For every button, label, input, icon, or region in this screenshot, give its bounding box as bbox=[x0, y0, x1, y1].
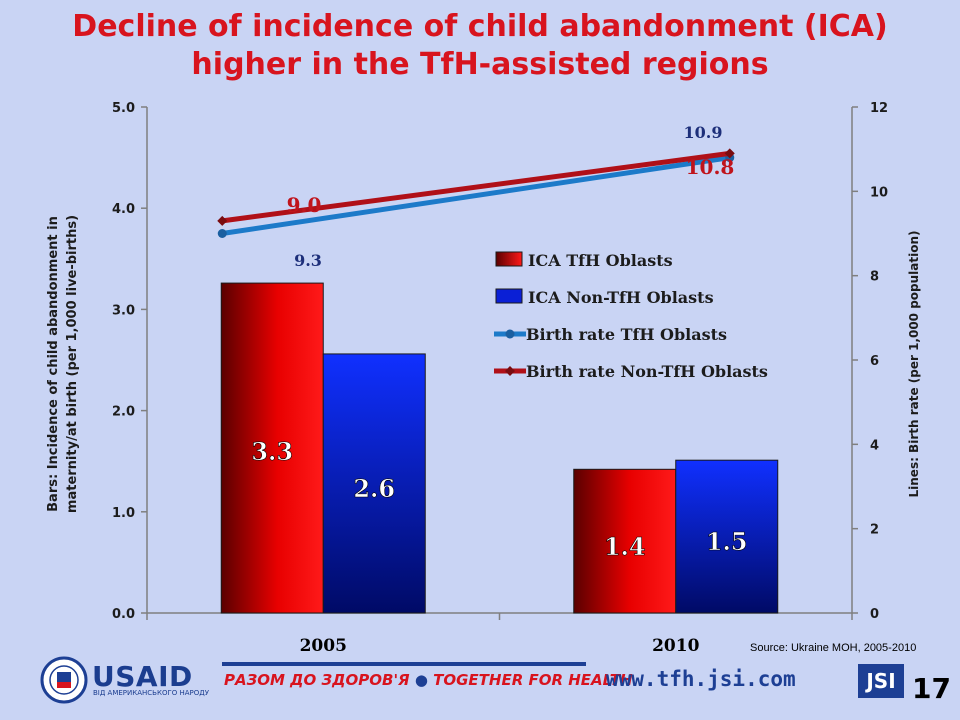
y-left-tick-label: 5.0 bbox=[112, 101, 135, 116]
legend-swatch bbox=[495, 288, 523, 304]
y-left-axis-label-line-2: maternity/at birth (per 1,000 live-birth… bbox=[65, 215, 80, 513]
y-right-tick-label: 10 bbox=[870, 185, 888, 200]
title-line-1: Decline of incidence of child abandonmen… bbox=[72, 9, 888, 44]
y-left-tick-label: 3.0 bbox=[112, 303, 135, 318]
bar bbox=[675, 459, 779, 614]
x-category-label: 2005 bbox=[300, 636, 347, 656]
series-line bbox=[221, 150, 731, 224]
x-category-label: 2010 bbox=[652, 636, 699, 656]
bar-value-label: 3.3 bbox=[251, 437, 293, 466]
jsi-logo: JSI bbox=[858, 664, 904, 698]
data-labels: 3.3 1.4 2.6 1.5 9.3 10.9 9.0 10.8 bbox=[251, 123, 748, 561]
bar bbox=[322, 353, 426, 614]
legend-label: ICA Non-TfH Oblasts bbox=[528, 288, 714, 307]
bar bbox=[573, 468, 677, 614]
y-right-tick-label: 4 bbox=[870, 438, 879, 453]
bars bbox=[220, 282, 779, 614]
line-point bbox=[217, 215, 228, 226]
source-note: Source: Ukraine MOH, 2005-2010 bbox=[750, 642, 917, 654]
y-left-tick-label: 4.0 bbox=[112, 202, 135, 217]
usaid-seal-icon bbox=[40, 656, 88, 704]
legend: ICA TfH Oblasts ICA Non-TfH Oblasts Birth … bbox=[494, 251, 768, 381]
y-left-tick-label: 0.0 bbox=[112, 607, 135, 622]
bar-value-label: 1.4 bbox=[604, 532, 646, 561]
banner-text-ukrainian: РАЗОМ ДО ЗДОРОВ'Я bbox=[224, 671, 410, 689]
y-right-tick-label: 2 bbox=[870, 523, 879, 538]
bar-value-label: 1.5 bbox=[706, 527, 748, 556]
line-value-label: 10.9 bbox=[684, 123, 723, 142]
together-for-health-banner: РАЗОМ ДО ЗДОРОВ'Я ● TOGETHER FOR HEALTH bbox=[224, 671, 633, 689]
line-point bbox=[724, 148, 735, 159]
usaid-logo-text: USAID bbox=[92, 660, 193, 693]
y-right-tick-label: 6 bbox=[870, 354, 879, 369]
slide-title: Decline of incidence of child abandonmen… bbox=[0, 8, 960, 84]
line-value-label: 9.3 bbox=[294, 251, 322, 270]
legend-label: Birth rate TfH Oblasts bbox=[526, 325, 727, 344]
banner-text-english: TOGETHER FOR HEALTH bbox=[433, 671, 633, 689]
lines bbox=[217, 148, 735, 238]
y-right-tick-label: 0 bbox=[870, 607, 879, 622]
line-value-label: 9.0 bbox=[287, 193, 322, 217]
banner-dot-icon: ● bbox=[414, 671, 434, 689]
legend-marker bbox=[505, 329, 515, 339]
legend-label: Birth rate Non-TfH Oblasts bbox=[526, 362, 768, 381]
legend-marker bbox=[505, 366, 515, 376]
legend-label: ICA TfH Oblasts bbox=[528, 251, 673, 270]
website-url[interactable]: www.tfh.jsi.com bbox=[606, 667, 796, 691]
line-point bbox=[217, 229, 227, 238]
title-line-2: higher in the TfH-assisted regions bbox=[191, 47, 769, 82]
y-left-tick-label: 2.0 bbox=[112, 405, 135, 420]
banner-stripe bbox=[222, 662, 586, 666]
legend-swatch bbox=[495, 251, 523, 267]
usaid-logo-subtitle: ВІД АМЕРИКАНСЬКОГО НАРОДУ bbox=[93, 689, 209, 697]
page-number: 17 bbox=[912, 672, 951, 705]
y-left-axis-label-line-1: Bars: Incidence of child abandonment in bbox=[46, 216, 61, 512]
y-right-axis-label: Lines: Birth rate (per 1,000 population) bbox=[907, 230, 921, 497]
bar-value-label: 2.6 bbox=[353, 474, 395, 503]
series-line bbox=[221, 155, 731, 236]
line-value-label: 10.8 bbox=[686, 155, 735, 179]
axes: 0.0 1.0 2.0 3.0 4.0 5.0 0 2 4 6 8 10 12 2005 2010 bbox=[112, 101, 888, 656]
y-right-tick-label: 12 bbox=[870, 101, 888, 116]
y-right-tick-label: 8 bbox=[870, 270, 879, 285]
y-left-tick-label: 1.0 bbox=[112, 506, 135, 521]
